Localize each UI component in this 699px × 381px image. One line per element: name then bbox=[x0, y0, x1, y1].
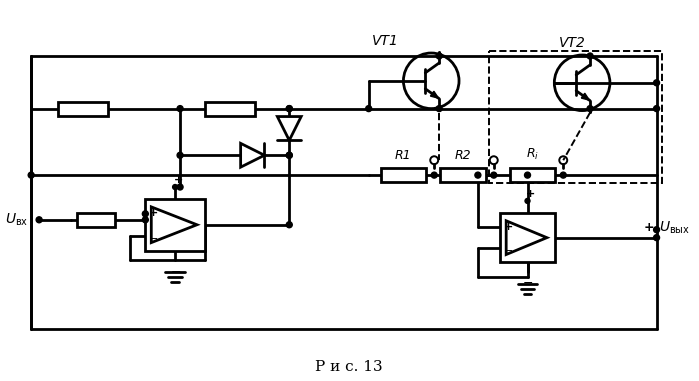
Circle shape bbox=[143, 217, 148, 223]
Text: VT2: VT2 bbox=[559, 36, 586, 50]
Text: R1: R1 bbox=[395, 149, 412, 162]
Circle shape bbox=[436, 106, 442, 112]
Text: $U_{\rm вх}$: $U_{\rm вх}$ bbox=[6, 211, 29, 228]
Circle shape bbox=[525, 199, 530, 203]
Text: $U_{\rm вых}$: $U_{\rm вых}$ bbox=[658, 219, 689, 236]
Text: $-$: $-$ bbox=[503, 243, 513, 254]
Text: $-$: $-$ bbox=[522, 276, 533, 289]
Text: +: + bbox=[173, 175, 182, 185]
Circle shape bbox=[587, 106, 593, 112]
Bar bbox=[380, 168, 426, 182]
Circle shape bbox=[587, 53, 593, 59]
Bar bbox=[489, 51, 661, 183]
Circle shape bbox=[524, 172, 531, 178]
Polygon shape bbox=[582, 93, 589, 100]
Polygon shape bbox=[431, 91, 438, 98]
Circle shape bbox=[287, 106, 292, 112]
Circle shape bbox=[287, 222, 292, 228]
Text: +: + bbox=[644, 221, 654, 234]
Circle shape bbox=[561, 172, 566, 178]
Text: $-$: $-$ bbox=[148, 232, 159, 242]
Text: VT1: VT1 bbox=[372, 34, 399, 48]
Circle shape bbox=[177, 106, 183, 112]
Circle shape bbox=[366, 106, 372, 112]
Circle shape bbox=[173, 184, 178, 189]
Bar bbox=[77, 213, 115, 227]
Circle shape bbox=[654, 235, 660, 241]
Bar bbox=[500, 213, 555, 263]
Circle shape bbox=[654, 80, 660, 86]
Text: $-$: $-$ bbox=[170, 264, 180, 277]
Circle shape bbox=[287, 152, 292, 158]
Text: +: + bbox=[526, 189, 535, 199]
Bar bbox=[58, 102, 108, 115]
Text: +: + bbox=[149, 208, 158, 218]
Circle shape bbox=[654, 106, 660, 112]
Circle shape bbox=[431, 172, 437, 178]
Text: $R_i$: $R_i$ bbox=[526, 147, 539, 162]
Bar bbox=[440, 168, 486, 182]
Circle shape bbox=[475, 172, 481, 178]
Bar bbox=[510, 168, 555, 182]
Bar bbox=[145, 199, 205, 251]
Polygon shape bbox=[278, 117, 301, 140]
Circle shape bbox=[143, 211, 148, 217]
Circle shape bbox=[36, 217, 42, 223]
Circle shape bbox=[287, 106, 292, 112]
Bar bbox=[205, 102, 254, 115]
Text: R2: R2 bbox=[454, 149, 471, 162]
Text: Р и с. 13: Р и с. 13 bbox=[315, 360, 382, 374]
Circle shape bbox=[28, 172, 34, 178]
Polygon shape bbox=[240, 143, 264, 167]
Circle shape bbox=[177, 184, 183, 190]
Circle shape bbox=[654, 227, 660, 233]
Circle shape bbox=[491, 172, 497, 178]
Circle shape bbox=[436, 53, 442, 59]
Text: +: + bbox=[503, 222, 513, 232]
Circle shape bbox=[287, 152, 292, 158]
Circle shape bbox=[177, 152, 183, 158]
